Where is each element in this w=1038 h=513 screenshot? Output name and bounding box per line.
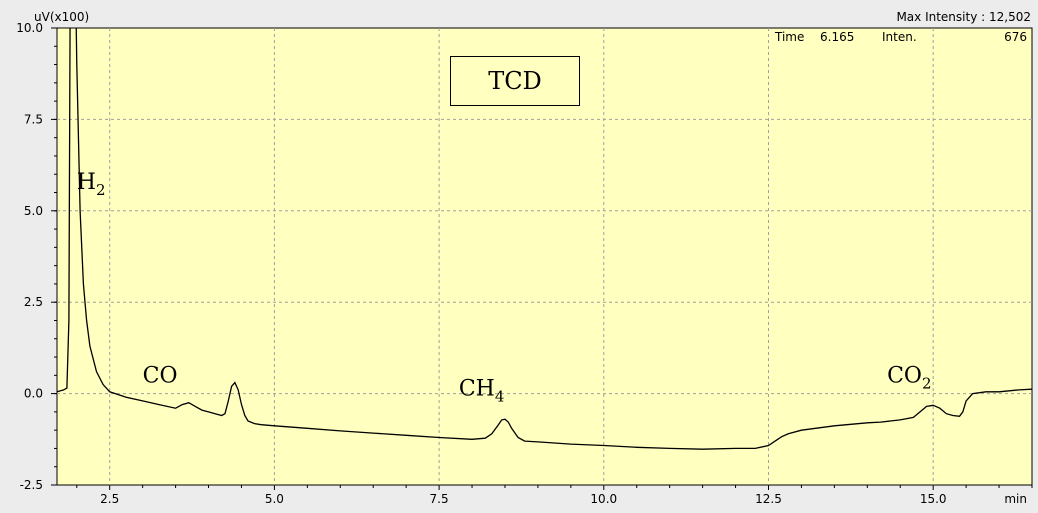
y-tick-label: 7.5 <box>24 112 43 126</box>
peak-label: CO <box>143 364 178 389</box>
detector-label: TCD <box>488 67 542 95</box>
x-tick-label: 7.5 <box>430 492 449 506</box>
max-intensity-label: Max Intensity : <box>896 10 986 24</box>
y-tick-label: 5.0 <box>24 204 43 218</box>
max-intensity: Max Intensity : 12,502 <box>896 10 1031 24</box>
x-tick-label: 5.0 <box>265 492 284 506</box>
y-tick-label: 2.5 <box>24 295 43 309</box>
y-tick-label: -2.5 <box>20 478 43 492</box>
detector-label-box: TCD <box>450 56 580 106</box>
inten-value: 676 <box>1004 30 1027 44</box>
x-tick-label: 10.0 <box>590 492 617 506</box>
y-tick-label: 10.0 <box>16 21 43 35</box>
time-value: 6.165 <box>820 30 855 44</box>
max-intensity-value: 12,502 <box>989 10 1031 24</box>
time-label: Time <box>775 30 805 44</box>
x-tick-label: 12.5 <box>755 492 782 506</box>
x-tick-label: 2.5 <box>100 492 119 506</box>
y-unit-label: uV(x100) <box>34 10 90 24</box>
chromatogram-trace <box>57 28 1032 450</box>
x-axis-label: min <box>1004 492 1027 506</box>
inten-label: Inten. <box>882 30 917 44</box>
y-tick-label: 0.0 <box>24 387 43 401</box>
x-tick-label: 15.0 <box>920 492 947 506</box>
